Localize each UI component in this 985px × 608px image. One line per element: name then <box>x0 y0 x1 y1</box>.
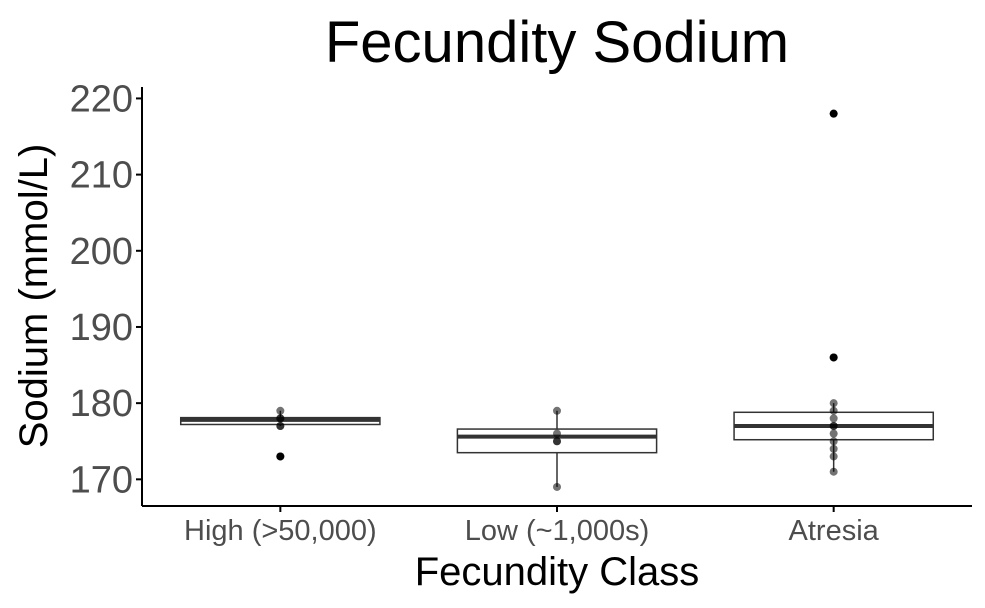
data-point <box>829 467 838 476</box>
data-point <box>553 482 561 491</box>
x-axis-ticks: High (>50,000) Low (~1,000s) Atresia <box>184 506 880 547</box>
x-tick-label: Atresia <box>789 515 880 547</box>
y-tick-label: 200 <box>70 231 133 273</box>
data-point <box>829 437 838 446</box>
data-point <box>829 399 838 408</box>
chart-title: Fecundity Sodium <box>325 10 789 75</box>
y-axis-ticks: 170 180 190 200 210 220 <box>70 78 142 501</box>
data-point <box>829 414 838 423</box>
data-point <box>553 437 561 446</box>
data-point <box>276 414 285 423</box>
box-group <box>456 406 658 491</box>
data-point <box>829 353 838 362</box>
x-tick-label: High (>50,000) <box>184 515 377 547</box>
box-group <box>179 406 381 461</box>
data-point <box>829 452 838 461</box>
y-tick-label: 220 <box>70 78 133 120</box>
plot-area <box>179 109 935 491</box>
data-point <box>276 452 285 461</box>
data-point <box>276 422 285 431</box>
y-tick-label: 170 <box>70 459 133 501</box>
y-tick-label: 180 <box>70 383 133 425</box>
data-point <box>553 406 561 415</box>
x-axis-title: Fecundity Class <box>415 550 700 594</box>
data-point <box>276 406 285 415</box>
data-point <box>553 429 561 438</box>
y-tick-label: 190 <box>70 307 133 349</box>
y-tick-label: 210 <box>70 155 133 197</box>
x-tick-label: Low (~1,000s) <box>465 515 650 547</box>
data-point <box>829 429 838 438</box>
data-point <box>829 422 838 431</box>
data-point <box>829 406 838 415</box>
y-axis-title: Sodium (mmol/L) <box>12 144 56 449</box>
data-point <box>829 444 838 453</box>
data-point <box>829 109 838 118</box>
box-group <box>733 109 935 476</box>
